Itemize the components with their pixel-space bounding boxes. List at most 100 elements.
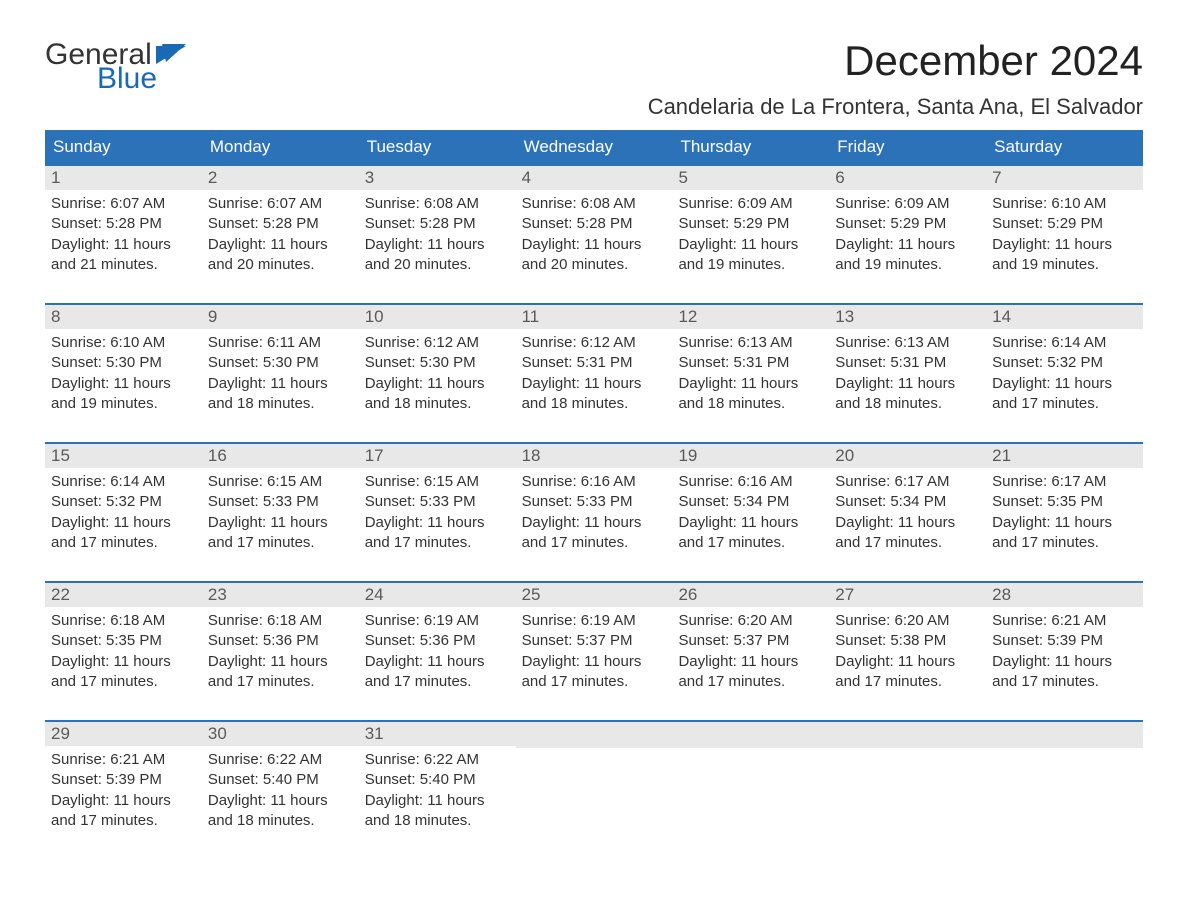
day-details: Sunrise: 6:15 AMSunset: 5:33 PMDaylight:… — [202, 468, 359, 557]
day-number: 21 — [986, 444, 1143, 468]
daylight-line1: Daylight: 11 hours — [678, 513, 823, 533]
sunrise-text: Sunrise: 6:12 AM — [365, 333, 510, 353]
day-cell: 24Sunrise: 6:19 AMSunset: 5:36 PMDayligh… — [359, 583, 516, 696]
daylight-line1: Daylight: 11 hours — [51, 513, 196, 533]
sunset-text: Sunset: 5:29 PM — [678, 214, 823, 234]
day-number: 27 — [829, 583, 986, 607]
daylight-line2: and 17 minutes. — [522, 672, 667, 692]
daylight-line2: and 19 minutes. — [992, 255, 1137, 275]
day-number: 24 — [359, 583, 516, 607]
day-number: 23 — [202, 583, 359, 607]
sunrise-text: Sunrise: 6:09 AM — [835, 194, 980, 214]
day-number: 3 — [359, 166, 516, 190]
sunset-text: Sunset: 5:33 PM — [365, 492, 510, 512]
day-cell: 13Sunrise: 6:13 AMSunset: 5:31 PMDayligh… — [829, 305, 986, 418]
sunrise-text: Sunrise: 6:18 AM — [208, 611, 353, 631]
daylight-line2: and 17 minutes. — [208, 533, 353, 553]
day-cell: 17Sunrise: 6:15 AMSunset: 5:33 PMDayligh… — [359, 444, 516, 557]
daylight-line1: Daylight: 11 hours — [208, 374, 353, 394]
sunrise-text: Sunrise: 6:09 AM — [678, 194, 823, 214]
day-cell — [829, 722, 986, 835]
sunrise-text: Sunrise: 6:08 AM — [522, 194, 667, 214]
daylight-line1: Daylight: 11 hours — [51, 791, 196, 811]
sunrise-text: Sunrise: 6:21 AM — [51, 750, 196, 770]
daylight-line2: and 18 minutes. — [365, 394, 510, 414]
day-number: 7 — [986, 166, 1143, 190]
month-title: December 2024 — [648, 40, 1143, 82]
day-details: Sunrise: 6:21 AMSunset: 5:39 PMDaylight:… — [45, 746, 202, 835]
week-row: 29Sunrise: 6:21 AMSunset: 5:39 PMDayligh… — [45, 720, 1143, 835]
daylight-line1: Daylight: 11 hours — [365, 791, 510, 811]
sunset-text: Sunset: 5:30 PM — [208, 353, 353, 373]
sunrise-text: Sunrise: 6:19 AM — [522, 611, 667, 631]
day-number: 11 — [516, 305, 673, 329]
day-details: Sunrise: 6:16 AMSunset: 5:34 PMDaylight:… — [672, 468, 829, 557]
daylight-line1: Daylight: 11 hours — [365, 513, 510, 533]
title-block: December 2024 Candelaria de La Frontera,… — [648, 40, 1143, 120]
sunrise-text: Sunrise: 6:18 AM — [51, 611, 196, 631]
day-cell: 26Sunrise: 6:20 AMSunset: 5:37 PMDayligh… — [672, 583, 829, 696]
day-details: Sunrise: 6:18 AMSunset: 5:35 PMDaylight:… — [45, 607, 202, 696]
day-number: 26 — [672, 583, 829, 607]
sunset-text: Sunset: 5:32 PM — [992, 353, 1137, 373]
daylight-line2: and 21 minutes. — [51, 255, 196, 275]
day-details: Sunrise: 6:10 AMSunset: 5:30 PMDaylight:… — [45, 329, 202, 418]
daylight-line2: and 18 minutes. — [208, 394, 353, 414]
sunrise-text: Sunrise: 6:19 AM — [365, 611, 510, 631]
sunrise-text: Sunrise: 6:15 AM — [208, 472, 353, 492]
daylight-line2: and 20 minutes. — [365, 255, 510, 275]
day-number: 6 — [829, 166, 986, 190]
week-row: 1Sunrise: 6:07 AMSunset: 5:28 PMDaylight… — [45, 164, 1143, 279]
day-number: 12 — [672, 305, 829, 329]
day-number: 1 — [45, 166, 202, 190]
day-cell — [672, 722, 829, 835]
sunset-text: Sunset: 5:29 PM — [992, 214, 1137, 234]
day-details: Sunrise: 6:10 AMSunset: 5:29 PMDaylight:… — [986, 190, 1143, 279]
daylight-line1: Daylight: 11 hours — [678, 235, 823, 255]
day-cell: 2Sunrise: 6:07 AMSunset: 5:28 PMDaylight… — [202, 166, 359, 279]
day-cell: 6Sunrise: 6:09 AMSunset: 5:29 PMDaylight… — [829, 166, 986, 279]
daylight-line2: and 17 minutes. — [992, 672, 1137, 692]
dow-saturday: Saturday — [986, 130, 1143, 164]
day-cell — [516, 722, 673, 835]
day-details: Sunrise: 6:17 AMSunset: 5:35 PMDaylight:… — [986, 468, 1143, 557]
day-cell: 10Sunrise: 6:12 AMSunset: 5:30 PMDayligh… — [359, 305, 516, 418]
daylight-line1: Daylight: 11 hours — [208, 791, 353, 811]
day-cell: 3Sunrise: 6:08 AMSunset: 5:28 PMDaylight… — [359, 166, 516, 279]
daylight-line2: and 17 minutes. — [208, 672, 353, 692]
sunset-text: Sunset: 5:28 PM — [365, 214, 510, 234]
sunset-text: Sunset: 5:28 PM — [522, 214, 667, 234]
week-row: 8Sunrise: 6:10 AMSunset: 5:30 PMDaylight… — [45, 303, 1143, 418]
day-number: 16 — [202, 444, 359, 468]
day-cell: 19Sunrise: 6:16 AMSunset: 5:34 PMDayligh… — [672, 444, 829, 557]
day-number: 2 — [202, 166, 359, 190]
calendar-page: General Blue December 2024 Candelaria de… — [0, 0, 1188, 875]
day-number — [516, 722, 673, 748]
daylight-line2: and 18 minutes. — [522, 394, 667, 414]
sunset-text: Sunset: 5:28 PM — [208, 214, 353, 234]
day-cell: 18Sunrise: 6:16 AMSunset: 5:33 PMDayligh… — [516, 444, 673, 557]
day-details: Sunrise: 6:14 AMSunset: 5:32 PMDaylight:… — [986, 329, 1143, 418]
day-number — [986, 722, 1143, 748]
daylight-line2: and 17 minutes. — [678, 533, 823, 553]
day-details: Sunrise: 6:13 AMSunset: 5:31 PMDaylight:… — [672, 329, 829, 418]
day-details: Sunrise: 6:09 AMSunset: 5:29 PMDaylight:… — [829, 190, 986, 279]
sunset-text: Sunset: 5:30 PM — [365, 353, 510, 373]
dow-thursday: Thursday — [672, 130, 829, 164]
day-cell: 22Sunrise: 6:18 AMSunset: 5:35 PMDayligh… — [45, 583, 202, 696]
daylight-line1: Daylight: 11 hours — [992, 235, 1137, 255]
day-details: Sunrise: 6:22 AMSunset: 5:40 PMDaylight:… — [359, 746, 516, 835]
day-of-week-header: Sunday Monday Tuesday Wednesday Thursday… — [45, 130, 1143, 164]
daylight-line2: and 19 minutes. — [678, 255, 823, 275]
location-subtitle: Candelaria de La Frontera, Santa Ana, El… — [648, 94, 1143, 120]
sunrise-text: Sunrise: 6:22 AM — [208, 750, 353, 770]
daylight-line1: Daylight: 11 hours — [51, 652, 196, 672]
daylight-line1: Daylight: 11 hours — [992, 374, 1137, 394]
sunrise-text: Sunrise: 6:10 AM — [992, 194, 1137, 214]
day-number: 25 — [516, 583, 673, 607]
sunset-text: Sunset: 5:32 PM — [51, 492, 196, 512]
day-cell: 8Sunrise: 6:10 AMSunset: 5:30 PMDaylight… — [45, 305, 202, 418]
sunrise-text: Sunrise: 6:17 AM — [992, 472, 1137, 492]
daylight-line2: and 17 minutes. — [992, 394, 1137, 414]
day-details: Sunrise: 6:22 AMSunset: 5:40 PMDaylight:… — [202, 746, 359, 835]
